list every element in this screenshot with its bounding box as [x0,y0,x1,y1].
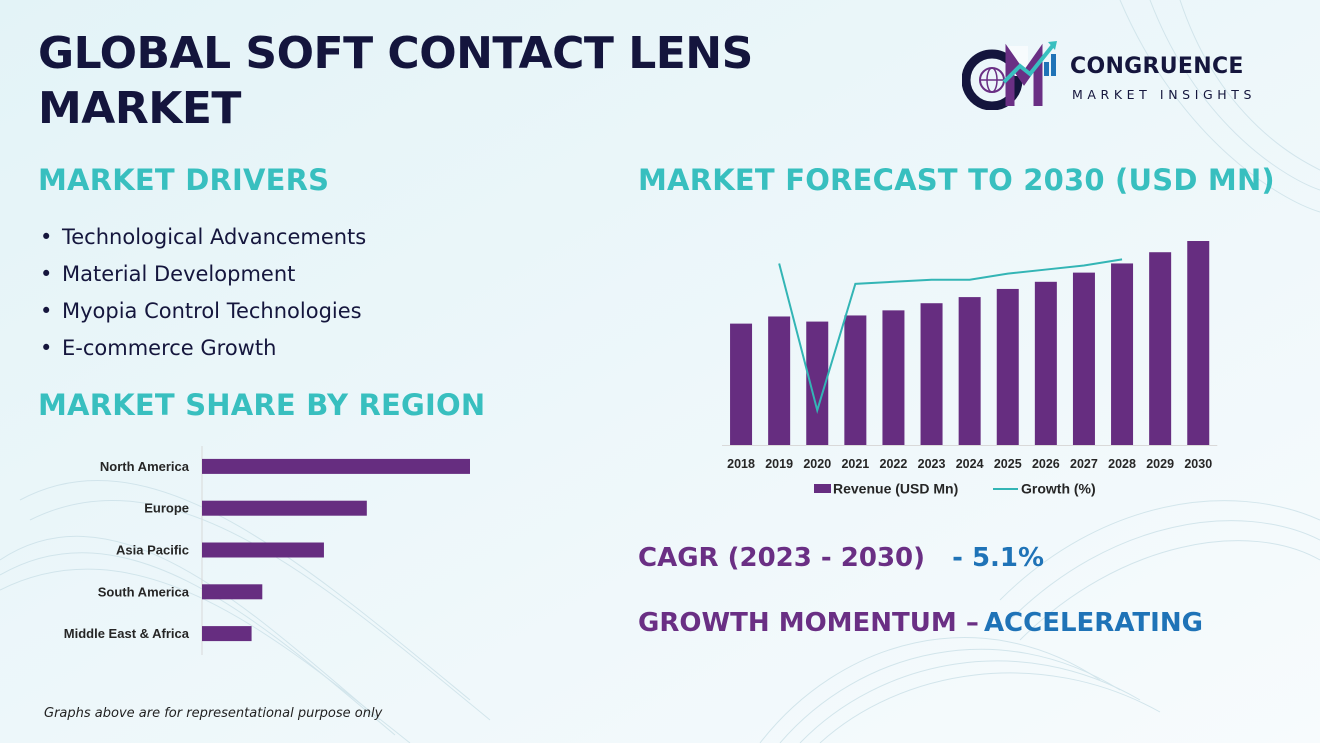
list-item: • Material Development [40,262,296,286]
forecast-bar-line-chart: 2018 2019 2020 2021 2022 2023 2024 2025 2026 2027… [722,241,1218,497]
region-bar [202,500,367,516]
driver-text: Myopia Control Technologies [62,299,362,323]
momentum-value: ACCELERATING [983,608,1203,638]
logo-mark-icon [961,41,1057,111]
legend-label-revenue: Revenue (USD Mn) [833,481,958,497]
forecast-tick-label: 2020 [803,457,831,471]
list-item: • Myopia Control Technologies [40,299,362,323]
region-bar [202,458,470,474]
forecast-tick-label: 2029 [1146,457,1174,471]
region-tick-label: Europe [144,501,189,516]
momentum-label: GROWTH MOMENTUM – [638,608,979,638]
region-tick-label: Middle East & Africa [64,626,190,641]
region-tick-label: Asia Pacific [116,543,189,558]
forecast-bar [1187,241,1210,445]
cagr-label: CAGR (2023 - 2030) [638,543,926,573]
region-bar [202,626,252,642]
forecast-tick-label: 2018 [727,457,755,471]
region-bar [202,542,324,558]
brand-logo: CONGRUENCE MARKET INSIGHTS [961,36,1292,111]
driver-text: Material Development [62,262,296,286]
forecast-tick-label: 2022 [880,457,908,471]
forecast-tick-label: 2023 [918,457,946,471]
growth-line [778,258,1123,415]
forecast-bar [1111,263,1134,445]
region-tick-label: North America [100,459,190,474]
forecast-tick-label: 2030 [1184,457,1212,471]
forecast-heading: MARKET FORECAST TO 2030 (USD MN) [638,163,1275,197]
drivers-heading: MARKET DRIVERS [38,163,330,197]
forecast-tick-label: 2025 [994,457,1022,471]
cagr-value: - 5.1% [952,543,1045,573]
region-bar-chart: North America Europe Asia Pacific South Ame… [64,446,470,655]
region-tick-label: South America [98,584,190,599]
drivers-list: • Technological Advancements • Material De… [40,222,366,370]
forecast-bar [882,310,905,445]
forecast-bar [730,323,753,445]
forecast-tick-label: 2024 [956,457,984,471]
driver-text: E-commerce Growth [62,336,277,360]
forecast-bar [996,288,1019,445]
page-title: GLOBAL SOFT CONTACT LENS MARKET [38,28,753,134]
forecast-bar [806,321,829,445]
brand-tagline: MARKET INSIGHTS [1072,87,1257,102]
brand-name: CONGRUENCE [1070,54,1244,79]
legend-swatch-revenue [814,484,831,493]
forecast-bar [920,303,943,445]
forecast-tick-label: 2019 [765,457,793,471]
region-heading: MARKET SHARE BY REGION [38,388,486,422]
forecast-bar [1072,272,1095,445]
forecast-bar [768,316,791,445]
forecast-bar [1149,252,1172,445]
forecast-tick-label: 2028 [1108,457,1136,471]
list-item: • Technological Advancements [40,225,367,249]
momentum-row: GROWTH MOMENTUM – ACCELERATING [638,608,1203,638]
forecast-bar [958,297,981,445]
forecast-tick-label: 2027 [1070,457,1098,471]
driver-text: Technological Advancements [62,225,367,249]
list-item: • E-commerce Growth [40,336,277,360]
footnote: Graphs above are for representational pu… [44,706,383,721]
cagr-row: CAGR (2023 - 2030) - 5.1% [638,543,1044,573]
region-bar [202,584,263,600]
forecast-tick-label: 2021 [841,457,869,471]
legend-label-growth: Growth (%) [1021,481,1096,497]
forecast-bar [844,315,867,445]
forecast-tick-label: 2026 [1032,457,1060,471]
forecast-bar [1034,281,1057,445]
